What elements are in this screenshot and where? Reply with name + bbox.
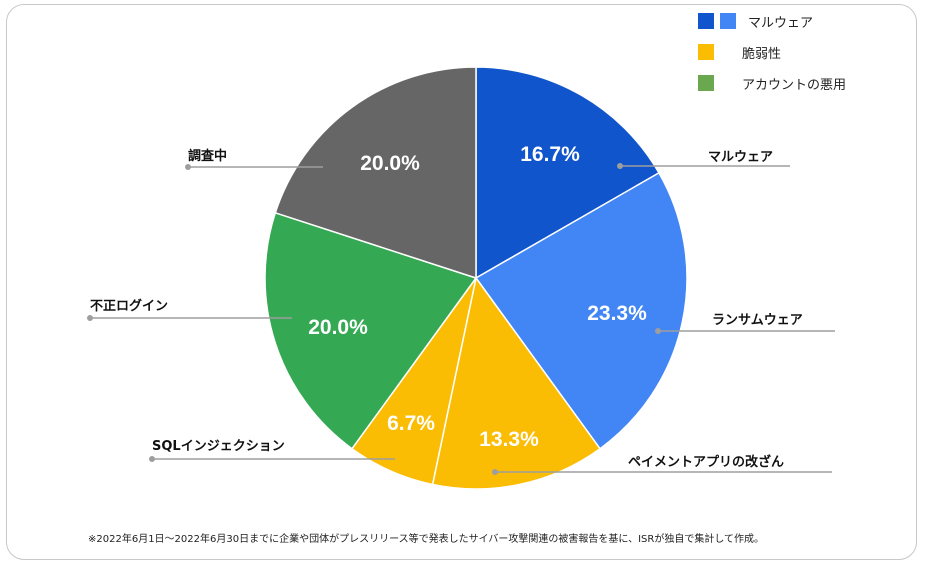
pie-slice-0 xyxy=(475,66,660,280)
legend-label-account-abuse: アカウントの悪用 xyxy=(742,77,847,93)
footnote: ※2022年6月1日～2022年6月30日までに企業や団体がプレスリリース等で発… xyxy=(88,534,765,545)
pie-slice-2 xyxy=(431,276,602,490)
percent-label-1: 23.3% xyxy=(587,302,647,325)
pie-slice-5 xyxy=(274,66,477,280)
pie-slice-1 xyxy=(474,171,688,450)
percent-label-2: 13.3% xyxy=(479,428,539,451)
category-label-4: 不正ログイン xyxy=(90,298,168,314)
pie-slice-4 xyxy=(264,211,478,450)
leader-dot-4 xyxy=(87,315,93,321)
legend: マルウェア 脆弱性 アカウントの悪用 xyxy=(698,12,846,105)
leader-dot-1 xyxy=(655,328,661,334)
legend-swatch-malware-light xyxy=(720,13,736,29)
legend-swatch-malware-dark xyxy=(698,13,714,29)
legend-label-malware: マルウェア xyxy=(748,15,814,31)
category-label-5: 調査中 xyxy=(188,148,227,164)
percent-label-0: 16.7% xyxy=(520,143,580,166)
legend-item-malware: マルウェア xyxy=(698,12,846,31)
category-label-1: ランサムウェア xyxy=(712,313,803,328)
percent-label-5: 20.0% xyxy=(360,152,420,175)
leader-dot-5 xyxy=(185,164,191,170)
category-label-2: ペイメントアプリの改ざん xyxy=(628,454,784,470)
legend-label-vulnerability: 脆弱性 xyxy=(742,46,782,62)
category-label-3: SQLインジェクション xyxy=(152,439,285,454)
leader-dot-0 xyxy=(617,163,623,169)
legend-item-vulnerability: 脆弱性 xyxy=(698,43,846,62)
legend-swatch-account-abuse xyxy=(698,75,714,91)
leader-dot-2 xyxy=(492,469,498,475)
leader-dot-3 xyxy=(149,456,155,462)
percent-label-4: 20.0% xyxy=(308,316,368,339)
category-label-0: マルウェア xyxy=(708,150,773,165)
legend-item-account-abuse: アカウントの悪用 xyxy=(698,74,847,93)
legend-swatch-vulnerability xyxy=(698,44,714,60)
percent-label-3: 6.7% xyxy=(387,412,435,435)
